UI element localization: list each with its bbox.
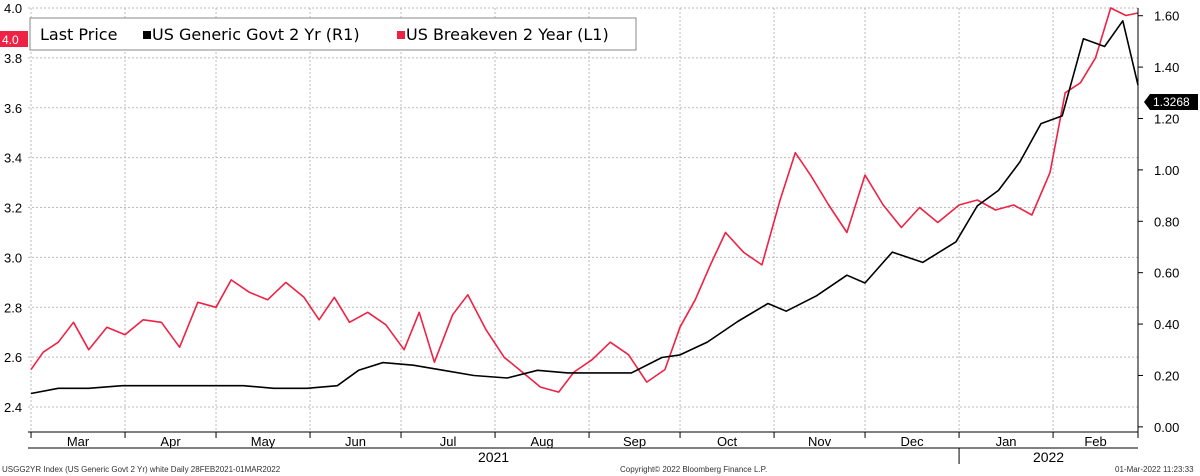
axis-layer: Mar Apr May Jun Jul Aug Sep Oct Nov Dec Jan Feb 2021… [4,1,1179,465]
footer-right: 01-Mar-2022 11:23:33 [1115,465,1194,474]
y-left-tick-label: 2.4 [4,400,22,415]
x-tick-label: Nov [808,434,832,449]
y-right-tick-label: 0.20 [1154,368,1179,383]
y-right-tick-label: 0.80 [1154,214,1179,229]
x-tick-label: Mar [67,434,90,449]
y-left-tick-label: 3.6 [4,101,22,116]
x-tick-label: Jul [440,434,457,449]
legend-swatch-breakeven-2yr [397,31,405,39]
y-left-tick-label: 3.8 [4,51,22,66]
legend-title: Last Price [40,25,117,44]
legend-label-govt-2yr: US Generic Govt 2 Yr (R1) [152,25,360,44]
left-last-flag-bg [0,31,28,47]
footer-left: USGG2YR Index (US Generic Govt 2 Yr) whi… [2,465,281,474]
govt-2yr-line [30,19,1139,395]
y-left-tick-label: 3.2 [4,201,22,216]
y-left-tick-label: 4.0 [4,1,22,16]
legend-label-breakeven-2yr: US Breakeven 2 Year (L1) [406,25,609,44]
grid [28,7,1139,432]
y-left-tick-label: 2.8 [4,300,22,315]
right-last-flag: 1.3268 [1144,94,1198,110]
x-tick-label: Dec [900,434,924,449]
y-right-tick-label: 1.40 [1154,60,1179,75]
year-label: 2022 [1033,449,1064,465]
x-tick-label: Jan [996,434,1017,449]
y-left-tick-label: 3.0 [4,250,22,265]
y-right-tick-label: 1.60 [1154,9,1179,24]
y-right-tick-label: 0.00 [1154,420,1179,435]
legend-box [29,17,637,51]
series-layer [30,7,1139,395]
legend-swatch-govt-2yr [143,31,151,39]
right-last-flag-value: 1.3268 [1153,95,1190,109]
x-tick-label: Apr [160,434,181,449]
x-tick-label: Jun [345,434,366,449]
x-tick-label: Feb [1084,434,1106,449]
year-label: 2021 [478,449,509,465]
x-tick-label: Sep [623,434,646,449]
left-last-flag: 4.0 [0,31,28,47]
left-last-flag-value: 4.0 [2,33,19,47]
y-right-tick-label: 1.00 [1154,163,1179,178]
y-right-tick-label: 0.40 [1154,317,1179,332]
right-last-flag-bg [1144,94,1198,110]
legend: Last Price US Generic Govt 2 Yr (R1) US … [29,17,637,51]
footer-center: Copyright© 2022 Bloomberg Finance L.P. [620,465,767,474]
x-tick-label: May [251,434,276,449]
y-right-tick-label: 1.20 [1154,111,1179,126]
y-right-tick-label: 0.60 [1154,266,1179,281]
breakeven-2yr-line [30,7,1139,393]
y-left-tick-label: 2.6 [4,350,22,365]
x-tick-label: Aug [530,434,553,449]
y-left-tick-label: 3.4 [4,151,22,166]
x-tick-label: Oct [717,434,738,449]
